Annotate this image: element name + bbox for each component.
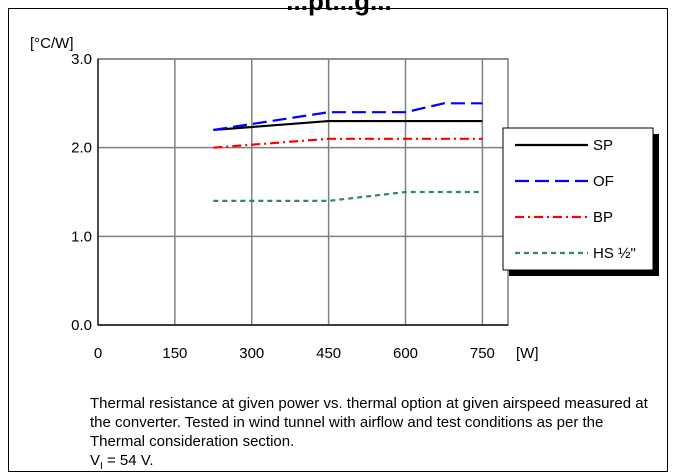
legend-label: BP [593, 209, 613, 226]
y-tick-label: 0.0 [71, 317, 92, 334]
caption-text: Thermal resistance at given power vs. th… [90, 395, 648, 450]
x-tick-label: 750 [470, 345, 495, 362]
series-line [213, 102, 483, 132]
figure-frame [8, 8, 668, 472]
x-tick-label: 150 [162, 345, 187, 362]
legend-label: SP [593, 137, 613, 154]
x-axis-label: [W] [516, 345, 539, 362]
series-line [213, 119, 483, 132]
y-tick-label: 1.0 [71, 228, 92, 245]
x-tick-label: 0 [94, 345, 102, 362]
legend-label: OF [593, 173, 614, 190]
x-tick-label: 300 [239, 345, 264, 362]
figure-caption: Thermal resistance at given power vs. th… [90, 394, 650, 476]
plot-area [97, 58, 509, 326]
legend [502, 127, 654, 271]
series-line [213, 190, 483, 202]
y-axis-label: [°C/W] [30, 35, 74, 52]
series-line [213, 137, 483, 149]
legend-label: HS ½" [593, 245, 636, 262]
caption-input-voltage: VI = 54 V. [90, 452, 154, 472]
y-tick-label: 3.0 [71, 51, 92, 68]
y-tick-label: 2.0 [71, 140, 92, 157]
x-tick-label: 600 [393, 345, 418, 362]
x-tick-label: 450 [316, 345, 341, 362]
